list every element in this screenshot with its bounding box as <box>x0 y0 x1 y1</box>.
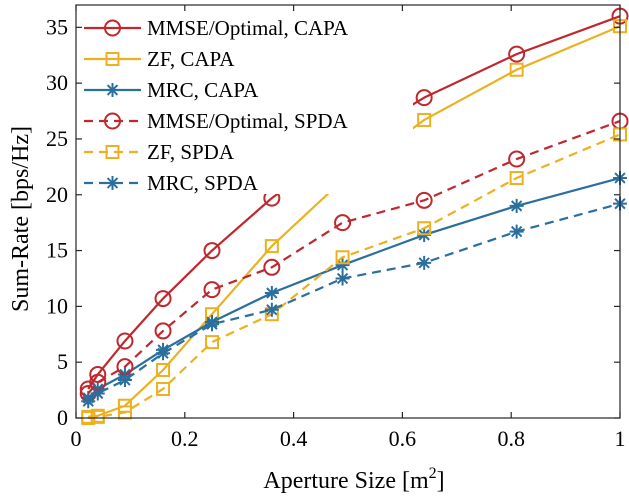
y-tick-label: 0 <box>57 405 68 430</box>
y-tick-label: 35 <box>46 14 68 39</box>
series-mrc-spda <box>81 196 627 409</box>
x-axis-title: Aperture Size [m2] <box>263 465 444 494</box>
legend-label-mrc-spda: MRC, SPDA <box>147 171 259 195</box>
legend-marker-zf-capa <box>105 52 120 66</box>
data-point-mmse-optimal-capa <box>203 242 221 260</box>
legend-entry-mrc-spda: MRC, SPDA <box>84 171 259 195</box>
data-point-mrc-spda <box>81 394 96 409</box>
legend-entry-mrc-capa: MRC, CAPA <box>84 78 259 102</box>
data-point-mrc-spda <box>205 317 219 332</box>
x-tick-label: 0.4 <box>280 426 308 451</box>
data-point-zf-spda <box>205 335 219 350</box>
data-point-mmse-optimal-spda <box>154 322 172 340</box>
legend: MMSE/Optimal, CAPA ZF, CAPA MRC, CAPA MMSE/… <box>77 6 413 195</box>
x-axis-title-main: Aperture Size [m <box>263 468 429 494</box>
legend-label-mmse-optimal-spda: MMSE/Optimal, SPDA <box>147 109 349 133</box>
y-tick-label: 10 <box>46 293 68 318</box>
data-point-mrc-spda <box>117 373 132 388</box>
data-point-mrc-spda <box>509 224 524 239</box>
x-tick-label: 0.6 <box>389 426 417 451</box>
data-point-mrc-capa <box>509 198 524 213</box>
y-tick-label: 30 <box>46 70 68 95</box>
legend-entry-mmse-optimal-capa: MMSE/Optimal, CAPA <box>84 16 349 40</box>
axes-box <box>75 4 621 419</box>
data-point-mrc-spda <box>264 302 279 317</box>
data-point-zf-capa <box>264 239 279 254</box>
legend-box <box>77 6 413 194</box>
legend-marker-mrc-spda <box>105 176 120 190</box>
data-point-mmse-optimal-capa <box>415 89 433 107</box>
legend-label-zf-capa: ZF, CAPA <box>147 47 235 71</box>
y-tick-label: 20 <box>46 182 68 207</box>
data-point-mmse-optimal-spda <box>415 191 433 209</box>
data-point-mmse-optimal-capa <box>116 332 134 350</box>
data-point-mrc-capa <box>335 258 350 273</box>
legend-marker-mmse-optimal-spda <box>104 112 121 130</box>
y-axis-title: Sum-Rate [bps/Hz] <box>8 126 34 312</box>
series-zf-capa <box>81 19 627 424</box>
data-point-zf-spda <box>90 409 105 424</box>
data-point-mmse-optimal-capa <box>89 365 107 383</box>
data-point-zf-capa <box>509 62 524 77</box>
y-tick-label: 5 <box>57 349 68 374</box>
data-point-zf-spda <box>417 221 432 236</box>
y-tick-label: 25 <box>46 126 68 151</box>
data-point-zf-spda <box>509 171 524 186</box>
y-tick-label: 15 <box>46 238 68 263</box>
series-line-mmse-optimal-capa <box>87 15 621 390</box>
data-point-mmse-optimal-capa <box>154 290 172 308</box>
x-tick-label: 1 <box>615 426 626 451</box>
data-point-mmse-optimal-spda <box>203 281 221 299</box>
series-line-mmse-optimal-spda <box>87 120 621 395</box>
series-line-mrc-capa <box>87 176 621 399</box>
series-line-zf-capa <box>88 25 621 418</box>
x-axis-title-superscript: 2 <box>429 465 437 482</box>
legend-label-mmse-optimal-capa: MMSE/Optimal, CAPA <box>147 16 349 40</box>
data-point-zf-spda <box>335 250 350 265</box>
legend-entry-zf-capa: ZF, CAPA <box>84 47 235 71</box>
legend-label-mrc-capa: MRC, CAPA <box>147 78 259 102</box>
data-point-mrc-capa <box>264 285 279 300</box>
data-point-mmse-optimal-spda <box>263 258 281 276</box>
series-line-zf-spda <box>88 133 621 420</box>
data-point-zf-capa <box>156 363 171 378</box>
data-point-mrc-spda <box>156 346 171 361</box>
legend-label-zf-spda: ZF, SPDA <box>147 140 235 164</box>
data-point-mmse-optimal-spda <box>334 214 352 232</box>
axes <box>75 4 621 419</box>
x-tick-label: 0.8 <box>497 426 525 451</box>
legend-marker-mmse-optimal-capa <box>104 19 121 37</box>
data-point-zf-spda <box>156 381 171 396</box>
data-point-mrc-spda <box>417 255 432 270</box>
data-point-mmse-optimal-spda <box>508 150 526 168</box>
data-point-mmse-optimal-capa <box>508 45 526 63</box>
x-axis-title-end: ] <box>437 468 445 494</box>
legend-marker-zf-spda <box>105 145 120 159</box>
legend-entry-mmse-optimal-spda: MMSE/Optimal, SPDA <box>84 109 349 133</box>
data-point-zf-capa <box>417 112 432 127</box>
data-point-mrc-spda <box>90 386 105 401</box>
x-tick-label: 0.2 <box>171 426 199 451</box>
x-tick-label: 0 <box>71 426 82 451</box>
legend-marker-mrc-capa <box>105 83 120 97</box>
legend-entry-zf-spda: ZF, SPDA <box>84 140 235 164</box>
data-point-mrc-spda <box>335 271 350 286</box>
